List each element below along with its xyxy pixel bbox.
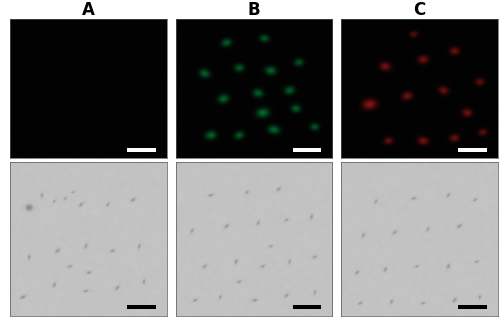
Bar (458, 305, 486, 308)
Bar (458, 148, 486, 152)
Bar (293, 305, 321, 308)
Title: C: C (413, 1, 426, 19)
Title: B: B (248, 1, 260, 19)
Bar (128, 305, 156, 308)
Bar (128, 148, 156, 152)
Title: A: A (82, 1, 94, 19)
Bar (293, 148, 321, 152)
